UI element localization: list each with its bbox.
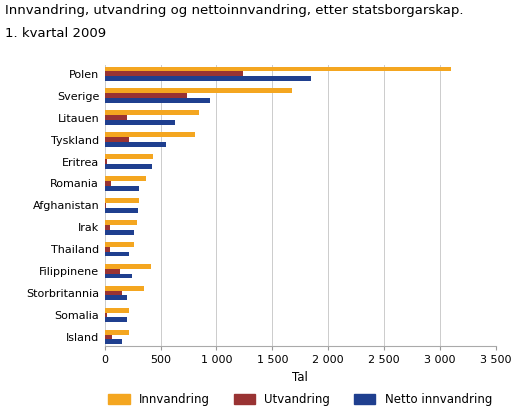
Bar [105,208,137,213]
Bar [105,88,292,93]
Bar [105,242,134,247]
Bar [105,98,210,103]
Bar [105,132,195,137]
Text: 1. kvartal 2009: 1. kvartal 2009 [5,27,106,40]
Bar [105,159,107,164]
Bar [105,154,153,159]
Bar [105,225,110,230]
Bar [105,181,111,186]
Bar [105,286,145,291]
Bar [105,203,106,208]
Bar [105,269,121,274]
Bar [105,296,127,300]
Bar [105,142,166,147]
Bar [105,317,127,322]
Bar [105,308,129,313]
Bar [105,71,243,76]
Bar [105,115,127,120]
Legend: Innvandring, Utvandring, Netto innvandring: Innvandring, Utvandring, Netto innvandri… [104,388,497,411]
Bar [105,67,451,71]
Bar [105,137,129,142]
X-axis label: Tal: Tal [292,371,308,384]
Bar [105,176,146,181]
Bar [105,330,129,334]
Bar [105,274,131,279]
Bar [105,220,136,225]
Bar [105,313,107,317]
Bar [105,76,311,81]
Text: Innvandring, utvandring og nettoinnvandring, etter statsborgarskap.: Innvandring, utvandring og nettoinnvandr… [5,4,463,17]
Bar [105,230,134,234]
Bar [105,264,151,269]
Bar [105,198,139,203]
Bar [105,334,112,339]
Bar [105,339,122,344]
Bar [105,247,110,251]
Bar [105,111,199,115]
Bar [105,291,122,296]
Bar [105,93,188,98]
Bar [105,120,175,125]
Bar [105,164,152,169]
Bar [105,186,139,191]
Bar [105,251,129,256]
